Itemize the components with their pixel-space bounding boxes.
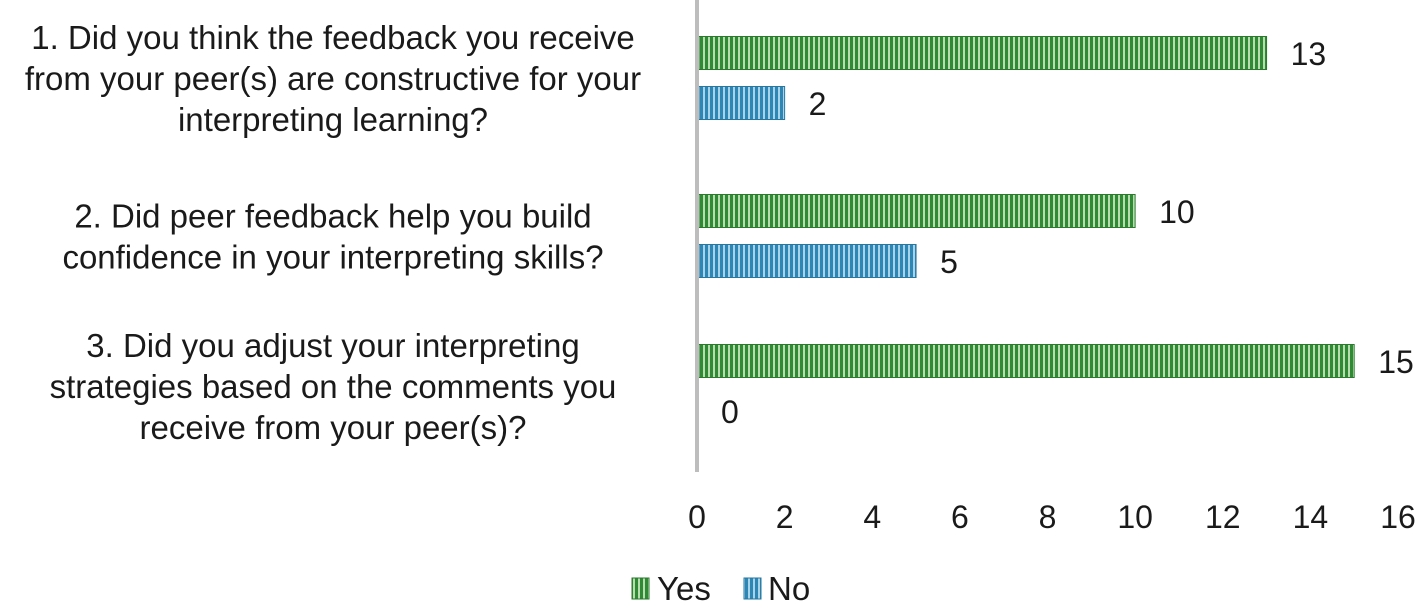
x-tick-label-2: 2 (776, 499, 794, 535)
bar-yes-q3 (698, 344, 1355, 378)
category-label-3-line-1: 3. Did you adjust your interpreting (86, 327, 579, 364)
value-labels: 13 10 15 2 5 0 (721, 36, 1414, 430)
bar-no-q1 (698, 86, 786, 120)
category-label-1-line-3: interpreting learning? (178, 101, 488, 138)
category-label-3-line-3: receive from your peer(s)? (140, 409, 527, 446)
x-tick-label-0: 0 (688, 499, 706, 535)
bars (698, 36, 1355, 378)
legend: Yes No (631, 570, 810, 607)
value-label-yes-q3: 15 (1378, 344, 1414, 380)
category-label-1-line-1: 1. Did you think the feedback you receiv… (31, 19, 635, 56)
x-tick-label-12: 12 (1205, 499, 1241, 535)
x-tick-label-16: 16 (1380, 499, 1416, 535)
x-tick-label-8: 8 (1039, 499, 1057, 535)
value-label-no-q1: 2 (809, 86, 827, 122)
x-tick-label-14: 14 (1293, 499, 1329, 535)
category-label-3-line-2: strategies based on the comments you (50, 368, 617, 405)
x-tick-label-6: 6 (951, 499, 969, 535)
bar-yes-q1 (698, 36, 1268, 70)
legend-swatch-no (743, 577, 762, 600)
legend-label-no: No (768, 570, 810, 607)
category-label-2-line-1: 2. Did peer feedback help you build (74, 198, 591, 235)
category-label-2-line-2: confidence in your interpreting skills? (62, 239, 603, 276)
value-label-yes-q1: 13 (1291, 36, 1327, 72)
category-labels: 1. Did you think the feedback you receiv… (25, 19, 641, 446)
value-label-no-q3: 0 (721, 394, 739, 430)
category-label-1-line-2: from your peer(s) are constructive for y… (25, 60, 641, 97)
bar-no-q2 (698, 244, 917, 278)
x-tick-label-10: 10 (1117, 499, 1153, 535)
value-label-yes-q2: 10 (1159, 194, 1195, 230)
value-label-no-q2: 5 (940, 244, 958, 280)
x-axis-ticks: 0 2 4 6 8 10 12 14 16 (688, 499, 1416, 535)
bar-yes-q2 (698, 194, 1136, 228)
legend-label-yes: Yes (657, 570, 711, 607)
x-tick-label-4: 4 (863, 499, 881, 535)
legend-swatch-yes (631, 577, 650, 600)
